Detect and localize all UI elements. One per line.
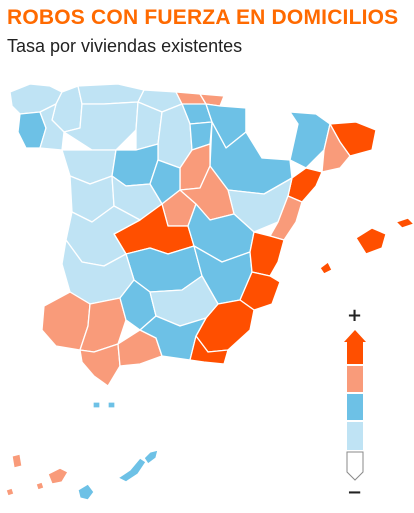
region-lanzarote	[143, 449, 159, 465]
legend-minus-label: −	[347, 482, 363, 503]
color-legend	[344, 330, 366, 481]
region-valencia	[249, 231, 285, 277]
legend-swatch-lowest	[346, 451, 364, 481]
region-mallorca	[355, 227, 387, 255]
region-fuerteventura	[117, 457, 147, 483]
region-lleida	[289, 111, 331, 169]
region-la-palma	[11, 453, 23, 469]
region-tarragona	[287, 167, 323, 203]
region-el-hierro	[5, 487, 15, 497]
legend-plus-label: +	[347, 305, 363, 326]
region-melilla	[107, 401, 116, 409]
region-ourense	[39, 103, 65, 151]
region-cadiz	[79, 343, 121, 387]
region-almeria	[189, 335, 229, 365]
legend-arrow-head	[344, 330, 366, 342]
legend-swatch-medium	[347, 394, 363, 420]
region-barcelona	[321, 123, 351, 173]
map-subtitle: Tasa por viviendas existentes	[7, 36, 243, 56]
region-gran-canaria	[77, 483, 95, 501]
region-ceuta	[92, 401, 101, 409]
legend-swatch-high	[347, 366, 363, 392]
region-menorca	[395, 217, 414, 229]
region-tenerife	[47, 467, 69, 485]
legend-swatch-low	[347, 422, 363, 450]
map-title: ROBOS CON FUERZA EN DOMICILIOS	[7, 6, 399, 29]
legend-swatch-very-high	[347, 342, 363, 364]
region-ibiza	[319, 261, 333, 275]
region-la-gomera	[35, 481, 45, 491]
region-asturias	[77, 83, 145, 105]
